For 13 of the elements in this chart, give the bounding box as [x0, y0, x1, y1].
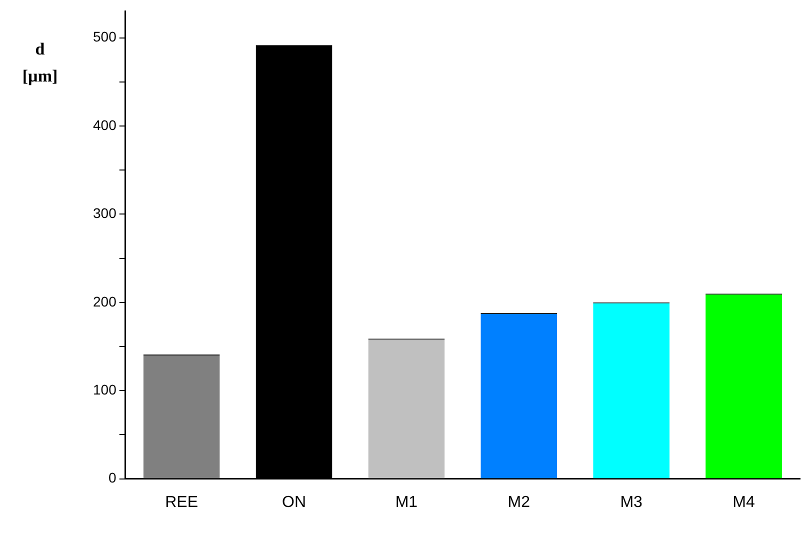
y-tick-label: 400 — [93, 116, 117, 133]
y-axis-title: d [µm] — [22, 39, 58, 86]
x-tick-label: REE — [165, 494, 198, 511]
x-tick-label: M1 — [395, 494, 418, 511]
y-tick-label: 0 — [108, 470, 117, 486]
y-tick-label: 100 — [93, 381, 117, 398]
x-tick-label: ON — [282, 494, 306, 511]
y-tick-label: 500 — [93, 28, 117, 45]
x-tick-label: M2 — [508, 494, 530, 511]
y-tick-label: 300 — [93, 205, 117, 222]
x-tick-label: M3 — [620, 494, 643, 511]
y-tick-label: 200 — [93, 293, 117, 310]
x-tick-label: M4 — [732, 494, 755, 511]
